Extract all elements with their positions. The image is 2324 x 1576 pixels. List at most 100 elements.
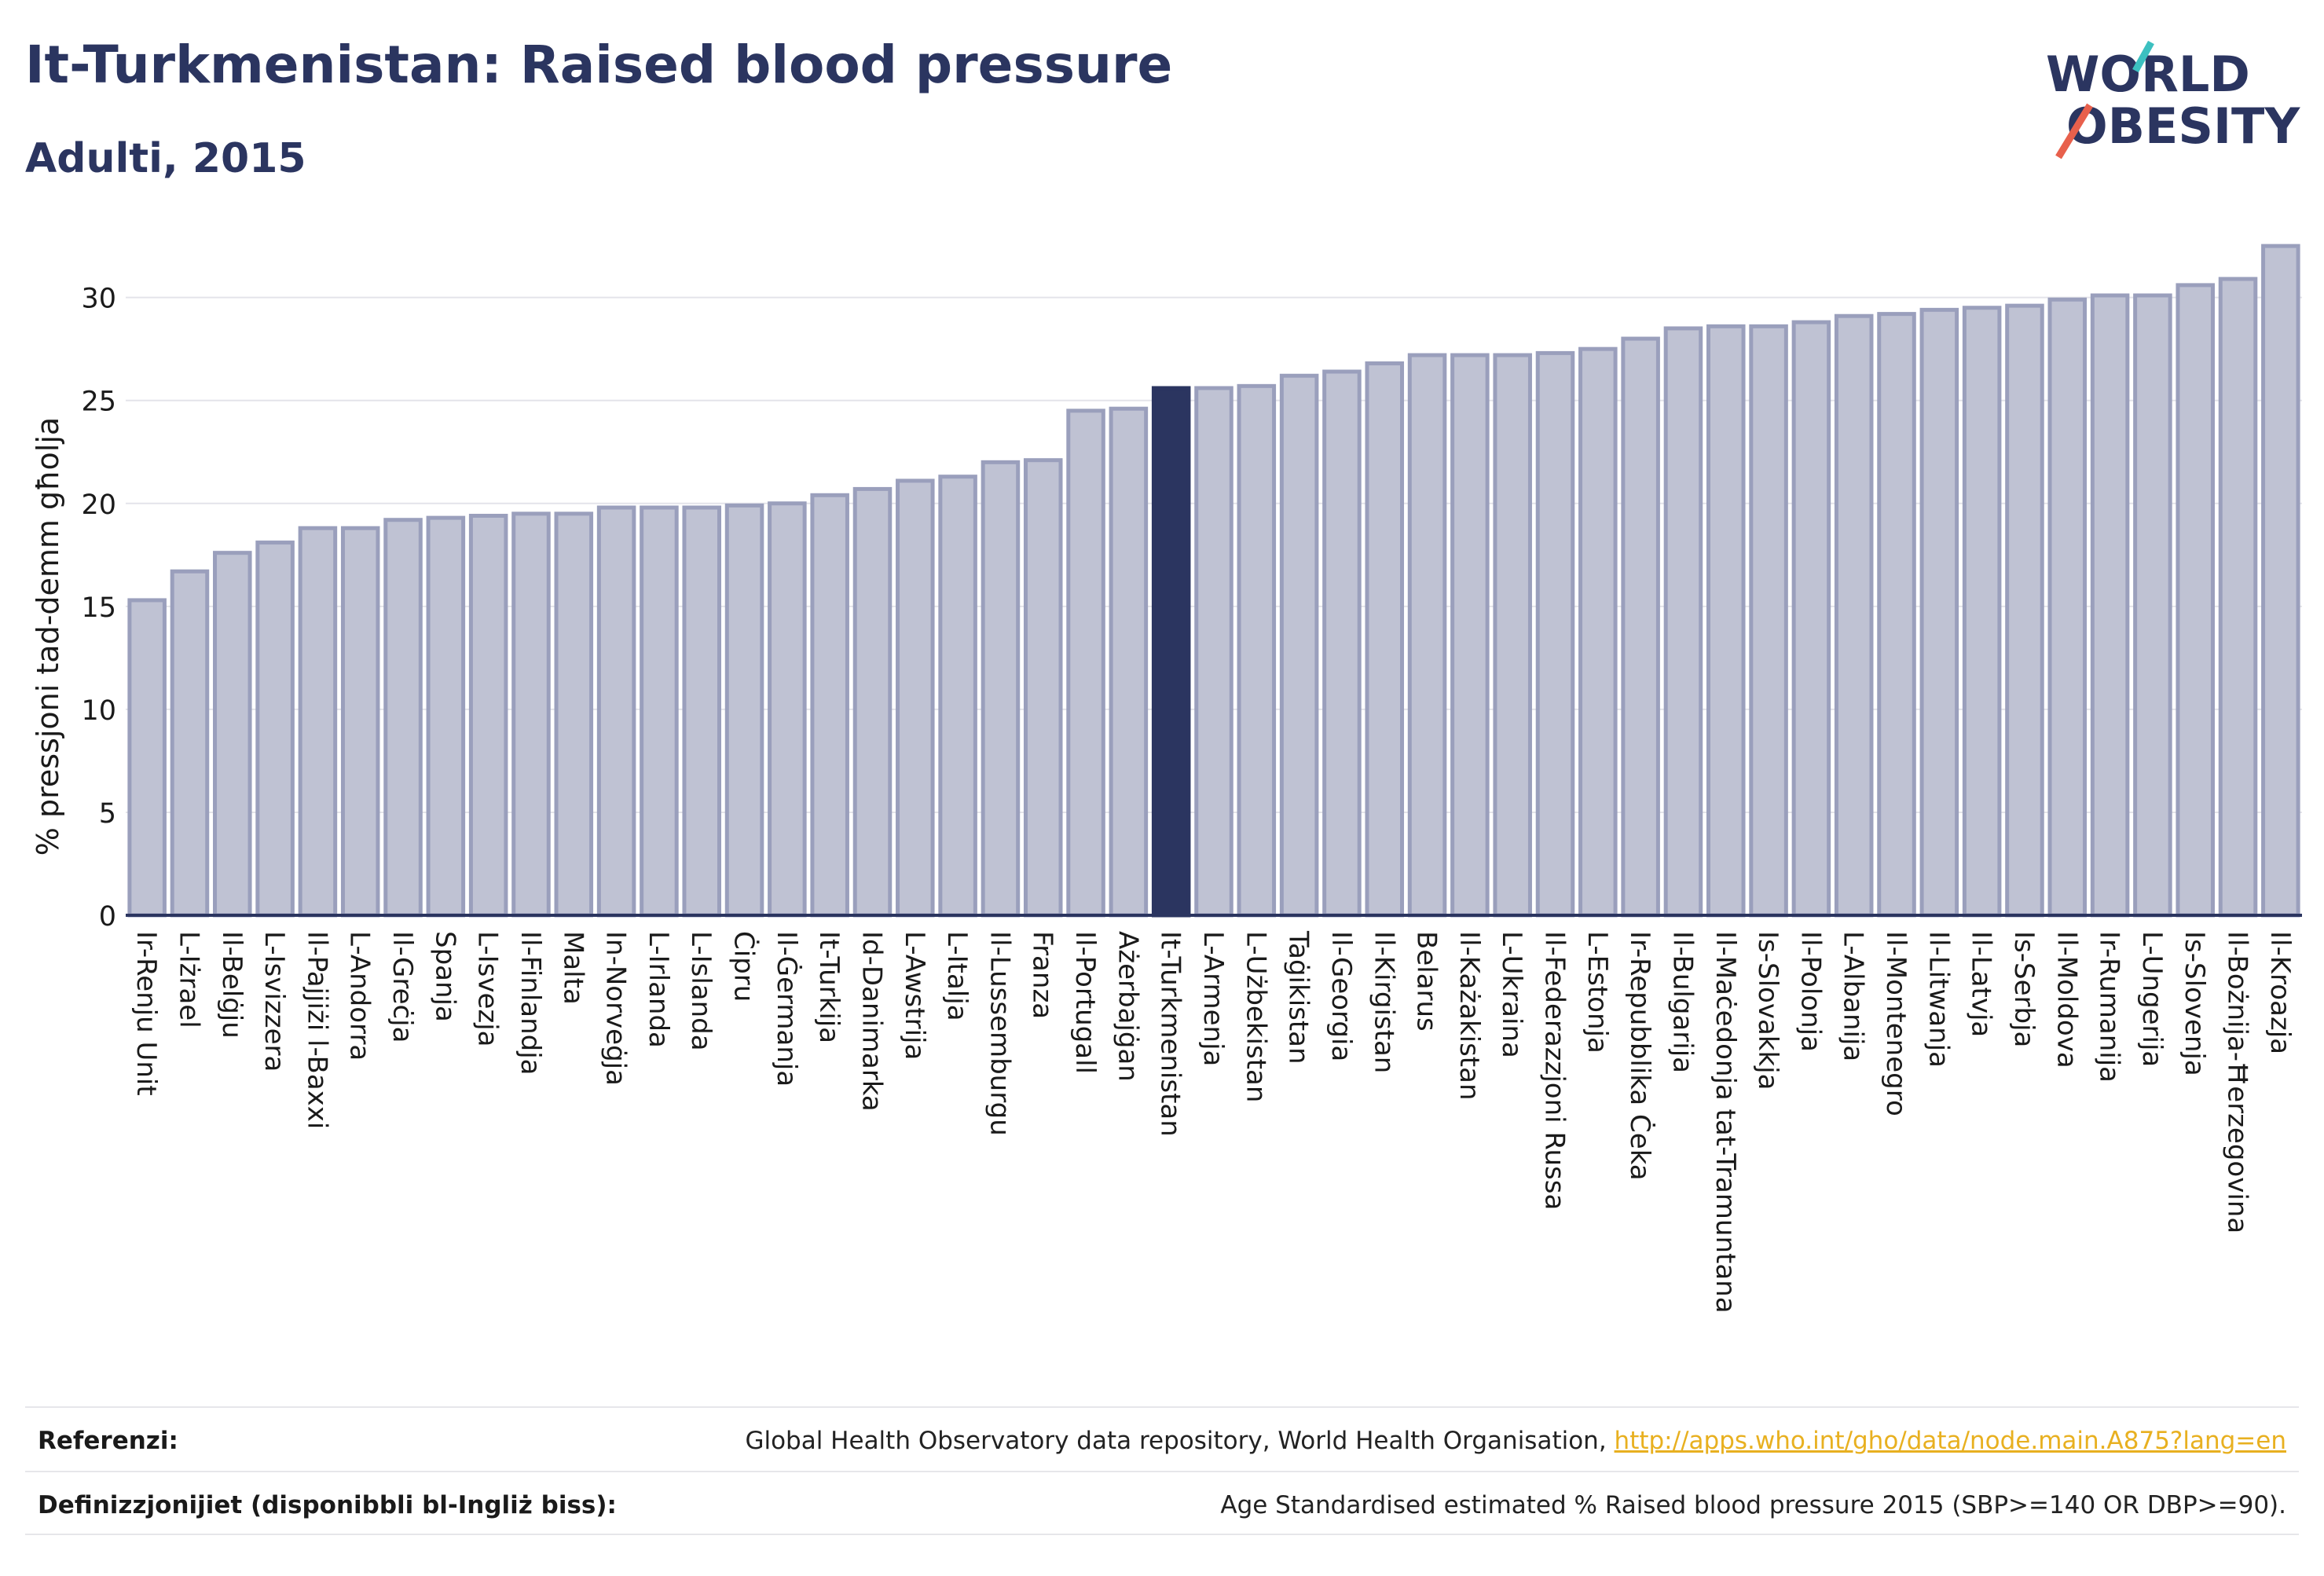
x-tick-label: L-Islanda [685,931,717,1051]
bar [2133,293,2172,918]
x-tick-label: Id-Danimarka [856,931,887,1112]
y-tick-label: 5 [99,798,116,830]
bar [1749,324,1788,918]
x-tick-label: Is-Slovenja [2179,931,2210,1076]
bar [298,526,338,918]
x-tick-label: Spanja [429,931,460,1022]
page-title: It-Turkmenistan: Raised blood pressure [25,35,1173,95]
bar [1535,350,1575,918]
world-obesity-logo: WORLD OBESITY [2046,40,2300,159]
y-tick-label: 30 [81,284,116,315]
bar-highlighted [1151,386,1191,918]
x-tick-label: Il-Moldova [2051,931,2082,1068]
bar [127,598,167,918]
x-tick-label: L-Ukraina [1496,931,1527,1058]
references-label: Referenzi: [38,1427,178,1455]
bar [1962,306,2002,918]
x-tick-label: Il-Pajjiżi l-Baxxi [301,931,332,1129]
bar [1663,326,1703,918]
bar [1493,353,1532,918]
footer-divider-middle [25,1471,2299,1472]
references-link[interactable]: http://apps.who.int/gho/data/node.main.A… [1614,1427,2286,1455]
x-tick-label: Il-Finlandja [515,931,546,1076]
bar [1877,312,1916,918]
x-tick-label: Il-Bożnija-Ħerzegovina [2222,931,2253,1233]
definitions-text: Age Standardised estimated % Raised bloo… [1220,1491,2286,1519]
logo-line2: OBESITY [2066,97,2300,155]
bar [383,518,423,918]
y-tick-label: 20 [81,489,116,521]
bar [2176,283,2215,918]
x-tick-label: It-Turkija [813,931,845,1043]
logo-slash-teal [2132,40,2154,73]
bar [768,501,807,918]
x-tick-label: Il-Kroazja [2264,931,2296,1054]
x-tick-label: L-Iżrael [173,931,204,1028]
x-tick-label: Ażerbajġan [1112,931,1143,1082]
x-tick-labels: Ir-Renju Unit L-Iżrael Il-Belġju L-Isvizzer… [130,930,2296,1314]
x-tick-label: Il-Każakistan [1453,931,1485,1101]
bar [340,526,380,918]
x-tick-label: Il-Georgia [1325,931,1357,1061]
bar [468,513,508,918]
x-tick-label: L-Armenja [1197,931,1229,1066]
x-tick-label: Ir-Rumanija [2094,931,2125,1083]
bar [724,503,764,918]
definitions-label: Definizzjonijiet (disponibbli bl-Ingliż … [38,1491,617,1519]
x-tick-label: L-Italja [941,931,973,1021]
y-tick-label: 0 [99,901,116,933]
y-tick-label: 15 [81,592,116,624]
x-tick-label: Il-Greċja [387,931,418,1043]
x-tick-label: It-Turkmenistan [1155,931,1186,1137]
y-tick-labels: 0 5 10 15 20 25 30 [81,284,116,933]
bar [1194,386,1233,918]
x-tick-label: Is-Slovakkja [1752,931,1783,1090]
bar [213,551,252,918]
logo-slash-red [2055,103,2093,159]
footer-divider-bottom [25,1534,2299,1535]
x-tick-label: L-Użbekistan [1240,931,1271,1102]
y-axis-label: % pressjoni tad-demm għolja [31,417,65,856]
bar [682,505,722,918]
bar [2005,303,2044,918]
bar [1578,346,1618,918]
x-tick-label: Ir-Renju Unit [130,931,162,1096]
bar [426,515,466,918]
x-tick-label: L-Isvezja [472,931,504,1047]
bar [2090,293,2130,918]
x-tick-label: Il-Latvja [1966,931,1997,1037]
x-tick-label: Il-Portugall [1069,931,1101,1074]
references-text: Global Health Observatory data repositor… [745,1427,2286,1455]
x-tick-label: L-Awstrija [899,931,930,1060]
bar [1109,406,1149,918]
page-subtitle: Adulti, 2015 [25,135,306,182]
bar [640,505,679,918]
x-tick-label: Ċipru [728,931,761,1002]
bar [1919,307,1959,918]
bars [127,244,2300,918]
bar [1322,369,1362,918]
x-tick-label: L-Ungerija [2136,931,2168,1067]
bar [2047,297,2088,918]
bar [596,505,636,918]
bar [1407,353,1447,918]
x-tick-label: Is-Serbja [2008,931,2040,1047]
bar [1834,313,1874,918]
bar [1023,458,1063,918]
footer-divider-top [25,1406,2299,1408]
bar [896,478,935,918]
bar [810,493,849,918]
x-tick-label: In-Norveġja [600,931,632,1086]
x-tick-label: Il-Belġju [216,931,247,1039]
x-tick-label: Il-Ġermanja [771,931,803,1087]
bar-chart: 0 5 10 15 20 25 30 Ir-Renju Unit L-Iżrael Il-Bel… [31,244,2302,1314]
bar [1237,383,1277,918]
x-tick-label: Franza [1027,931,1058,1019]
bar [1365,361,1405,918]
bar [2218,277,2258,918]
x-tick-label: L-Albanija [1838,931,1869,1061]
bar [938,475,977,918]
bar [981,460,1021,918]
bar [852,486,893,918]
bar [1791,320,1831,918]
